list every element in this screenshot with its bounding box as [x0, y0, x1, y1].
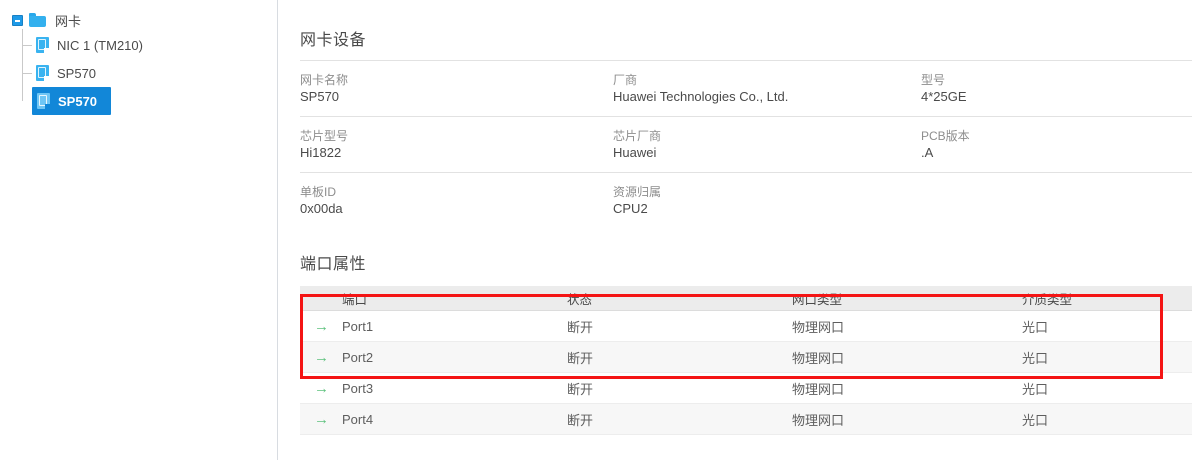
cell-port: Port4	[342, 403, 567, 435]
sidebar-item-label: SP570	[58, 93, 98, 109]
field-label: 网卡名称	[300, 73, 349, 87]
document-icon	[36, 37, 49, 53]
cell-media-type: 光口	[1022, 341, 1192, 373]
tree-children: NIC 1 (TM210) SP570 SP570	[22, 29, 277, 115]
device-info-row: 芯片型号 Hi1822 芯片厂商 Huawei PCB版本 .A	[300, 117, 1192, 173]
sidebar-item-sp570-2-selected[interactable]: SP570	[32, 87, 111, 115]
device-info-table: 网卡名称 SP570 厂商 Huawei Technologies Co., L…	[300, 60, 1192, 228]
cell-media-type: 光口	[1022, 372, 1192, 404]
cell-state: 断开	[567, 310, 792, 342]
device-info-cell: PCB版本 .A	[921, 128, 1181, 162]
table-row[interactable]: → Port1 断开 物理网口 光口	[300, 310, 1192, 342]
sidebar-item-sp570-1[interactable]: SP570	[22, 59, 277, 87]
cell-state: 断开	[567, 372, 792, 404]
device-section-title: 网卡设备	[300, 32, 367, 49]
cell-state: 断开	[567, 341, 792, 373]
field-value: Hi1822	[300, 145, 342, 160]
tree-root-label: 网卡	[55, 13, 82, 29]
document-icon	[37, 93, 50, 109]
sidebar-item-label: NIC 1 (TM210)	[57, 37, 143, 53]
cell-port: Port3	[342, 372, 567, 404]
device-info-cell: 型号 4*25GE	[921, 72, 1181, 106]
cell-net-type: 物理网口	[792, 403, 1022, 435]
field-value: Huawei	[613, 145, 657, 160]
table-row[interactable]: → Port4 断开 物理网口 光口	[300, 403, 1192, 435]
cell-net-type: 物理网口	[792, 310, 1022, 342]
cell-media-type: 光口	[1022, 403, 1192, 435]
row-icon-cell: →	[300, 310, 342, 342]
field-value: SP570	[300, 89, 340, 104]
cell-port: Port1	[342, 310, 567, 342]
field-label: 芯片型号	[300, 129, 349, 143]
cell-port: Port2	[342, 341, 567, 373]
port-section-title: 端口属性	[300, 256, 367, 273]
field-value: CPU2	[613, 201, 648, 216]
field-label: 芯片厂商	[613, 129, 662, 143]
field-label: 单板ID	[300, 185, 337, 199]
port-attributes-table: 端口 状态 网口类型 介质类型 → Port1 断开 物理网口 光口 → Por…	[300, 286, 1192, 435]
column-header-icon[interactable]	[300, 286, 342, 311]
sidebar-item-nic1[interactable]: NIC 1 (TM210)	[22, 31, 277, 59]
device-info-cell: 芯片型号 Hi1822	[300, 128, 613, 162]
main-content: 网卡设备 网卡名称 SP570 厂商 Huawei Technologies C…	[278, 0, 1200, 460]
field-label: 厂商	[613, 73, 638, 87]
sidebar-item-label: SP570	[57, 65, 97, 81]
row-icon-cell: →	[300, 403, 342, 435]
table-header-row: 端口 状态 网口类型 介质类型	[300, 286, 1192, 311]
row-icon-cell: →	[300, 372, 342, 404]
device-info-cell: 芯片厂商 Huawei	[613, 128, 921, 162]
field-label: 资源归属	[613, 185, 662, 199]
column-header-port[interactable]: 端口	[342, 286, 567, 311]
device-info-row: 网卡名称 SP570 厂商 Huawei Technologies Co., L…	[300, 61, 1192, 117]
cell-state: 断开	[567, 403, 792, 435]
device-info-cell: 厂商 Huawei Technologies Co., Ltd.	[613, 72, 921, 106]
device-info-cell: 资源归属 CPU2	[613, 184, 921, 218]
cell-media-type: 光口	[1022, 310, 1192, 342]
field-value: 0x00da	[300, 201, 343, 216]
device-info-row: 单板ID 0x00da 资源归属 CPU2	[300, 173, 1192, 228]
green-arrow-icon: →	[314, 317, 329, 335]
device-info-cell: 单板ID 0x00da	[300, 184, 613, 218]
column-header-net-type[interactable]: 网口类型	[792, 286, 1022, 311]
green-arrow-icon: →	[314, 379, 329, 397]
tree-root-node[interactable]: 网卡	[12, 9, 277, 31]
column-header-media-type[interactable]: 介质类型	[1022, 286, 1192, 311]
field-value: 4*25GE	[921, 89, 967, 104]
row-icon-cell: →	[300, 341, 342, 373]
device-tree-sidebar: 网卡 NIC 1 (TM210) SP570	[0, 0, 278, 460]
folder-open-icon	[29, 13, 46, 27]
green-arrow-icon: →	[314, 348, 329, 366]
device-tree: 网卡 NIC 1 (TM210) SP570	[0, 0, 277, 115]
field-label: PCB版本	[921, 129, 970, 143]
minus-square-icon[interactable]	[12, 14, 23, 26]
green-arrow-icon: →	[314, 410, 329, 428]
table-row[interactable]: → Port2 断开 物理网口 光口	[300, 341, 1192, 373]
field-value: Huawei Technologies Co., Ltd.	[613, 89, 789, 104]
document-icon	[36, 65, 49, 81]
device-info-cell	[921, 184, 1181, 218]
cell-net-type: 物理网口	[792, 372, 1022, 404]
device-info-cell: 网卡名称 SP570	[300, 72, 613, 106]
table-row[interactable]: → Port3 断开 物理网口 光口	[300, 372, 1192, 404]
column-header-state[interactable]: 状态	[567, 286, 792, 311]
field-value: .A	[921, 145, 934, 160]
cell-net-type: 物理网口	[792, 341, 1022, 373]
field-label: 型号	[921, 73, 946, 87]
